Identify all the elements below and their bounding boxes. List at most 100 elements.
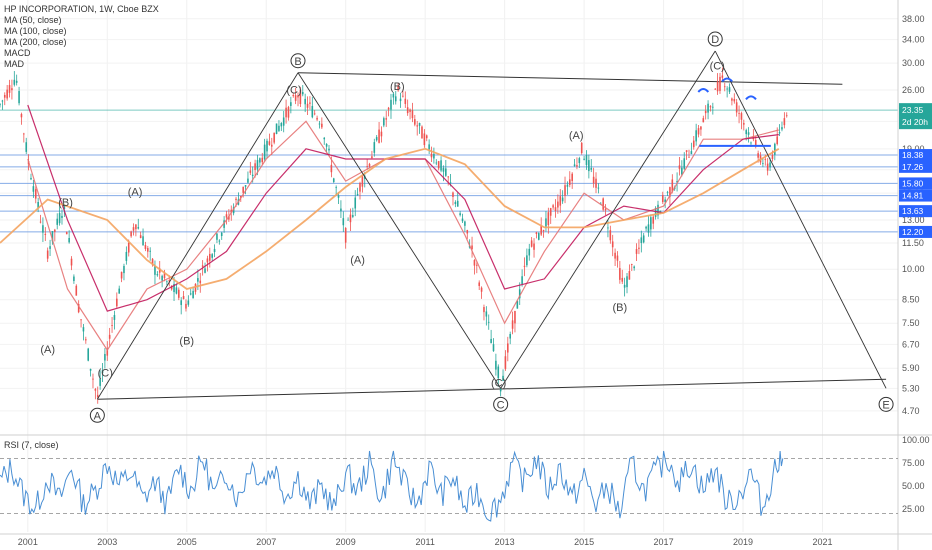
candle-body-53[interactable] (125, 251, 128, 261)
candle-body-140[interactable] (332, 178, 335, 182)
candle-body-119[interactable] (282, 117, 285, 126)
candle-body-191[interactable] (454, 202, 457, 205)
candle-body-101[interactable] (239, 195, 242, 198)
level-badge-5[interactable] (899, 225, 932, 238)
candle-body-203[interactable] (483, 307, 485, 313)
candle-body-178[interactable] (423, 133, 426, 146)
candle-body-211[interactable] (502, 375, 504, 381)
candle-body-310[interactable] (738, 113, 740, 114)
candle-body-132[interactable] (313, 113, 316, 115)
candle-body-201[interactable] (478, 282, 480, 286)
candle-body-96[interactable] (228, 216, 230, 220)
candle-body-52[interactable] (123, 265, 125, 274)
candle-body-127[interactable] (301, 92, 304, 95)
candle-body-51[interactable] (120, 271, 123, 279)
candle-body-91[interactable] (216, 233, 218, 240)
candle-body-236[interactable] (561, 197, 564, 202)
candle-body-68[interactable] (161, 275, 163, 281)
candle-body-204[interactable] (485, 311, 488, 317)
candle-body-290[interactable] (690, 151, 693, 155)
candle-body-104[interactable] (247, 178, 249, 183)
candle-body-36[interactable] (85, 339, 87, 341)
candle-body-302[interactable] (719, 76, 721, 91)
candle-body-55[interactable] (130, 231, 132, 237)
candle-body-202[interactable] (480, 287, 483, 292)
upper-channel-line[interactable] (297, 72, 843, 85)
candle-body-9[interactable] (20, 114, 23, 118)
candle-body-111[interactable] (263, 144, 266, 160)
candle-body-79[interactable] (187, 300, 190, 305)
candle-body-151[interactable] (359, 182, 361, 192)
candle-body-65[interactable] (154, 265, 156, 275)
candle-body-305[interactable] (726, 88, 728, 90)
candle-body-124[interactable] (294, 95, 297, 101)
candle-body-142[interactable] (337, 195, 340, 198)
candle-body-115[interactable] (273, 132, 275, 143)
candle-body-62[interactable] (147, 248, 149, 252)
candle-body-71[interactable] (168, 280, 171, 282)
candle-body-216[interactable] (514, 311, 516, 324)
candle-body-40[interactable] (94, 389, 97, 391)
candle-body-145[interactable] (344, 227, 347, 243)
candle-body-120[interactable] (285, 107, 287, 118)
candle-body-233[interactable] (554, 207, 557, 211)
candle-body-93[interactable] (220, 232, 223, 237)
candle-body-41[interactable] (96, 394, 99, 398)
candle-body-122[interactable] (290, 102, 292, 106)
candle-body-263[interactable] (626, 276, 628, 288)
candle-body-138[interactable] (328, 148, 330, 151)
candle-body-300[interactable] (714, 88, 717, 90)
candle-body-232[interactable] (552, 205, 554, 208)
candle-body-8[interactable] (18, 91, 20, 104)
candle-body-180[interactable] (428, 144, 430, 150)
candle-body-123[interactable] (292, 95, 295, 97)
candle-body-29[interactable] (68, 237, 70, 243)
candle-body-28[interactable] (65, 232, 68, 235)
candle-body-94[interactable] (223, 220, 225, 228)
candle-body-234[interactable] (557, 201, 559, 208)
candle-body-324[interactable] (771, 155, 774, 160)
candle-body-77[interactable] (182, 296, 185, 299)
candle-body-261[interactable] (621, 277, 624, 282)
candle-body-23[interactable] (54, 229, 56, 232)
candle-body-297[interactable] (707, 103, 709, 113)
candle-body-279[interactable] (664, 199, 666, 203)
candle-body-163[interactable] (387, 107, 390, 110)
candle-body-34[interactable] (80, 319, 82, 321)
candle-body-76[interactable] (180, 300, 182, 305)
candle-body-74[interactable] (175, 287, 178, 294)
candle-body-107[interactable] (254, 163, 256, 171)
candle-body-250[interactable] (595, 178, 597, 188)
candle-body-282[interactable] (671, 179, 674, 192)
candle-body-85[interactable] (201, 265, 204, 267)
candle-body-311[interactable] (740, 113, 743, 120)
candle-body-155[interactable] (368, 163, 371, 167)
candle-body-150[interactable] (356, 194, 359, 195)
candle-body-257[interactable] (611, 241, 614, 248)
candle-body-278[interactable] (661, 195, 664, 202)
candle-body-240[interactable] (571, 173, 573, 181)
candle-body-54[interactable] (127, 242, 130, 253)
candle-body-66[interactable] (156, 274, 159, 276)
candle-body-227[interactable] (540, 225, 542, 235)
candle-body-48[interactable] (113, 315, 116, 320)
rsi-legend[interactable]: RSI (7, close) (4, 440, 59, 450)
candle-body-262[interactable] (623, 284, 626, 288)
candle-body-25[interactable] (58, 213, 61, 224)
candle-body-217[interactable] (516, 300, 519, 309)
candle-body-89[interactable] (211, 254, 213, 258)
candle-body-84[interactable] (199, 280, 202, 284)
candle-body-164[interactable] (390, 99, 392, 110)
candle-body-205[interactable] (487, 321, 490, 323)
candle-body-243[interactable] (578, 158, 581, 164)
candle-body-173[interactable] (411, 110, 414, 119)
candle-body-231[interactable] (549, 208, 552, 216)
candle-body-116[interactable] (275, 123, 278, 134)
candle-body-95[interactable] (225, 214, 228, 218)
candle-body-98[interactable] (232, 207, 235, 214)
candle-body-99[interactable] (235, 198, 237, 201)
candle-body-226[interactable] (538, 233, 540, 240)
candle-body-86[interactable] (204, 268, 206, 273)
candle-body-103[interactable] (244, 185, 247, 187)
candle-body-149[interactable] (354, 197, 357, 209)
